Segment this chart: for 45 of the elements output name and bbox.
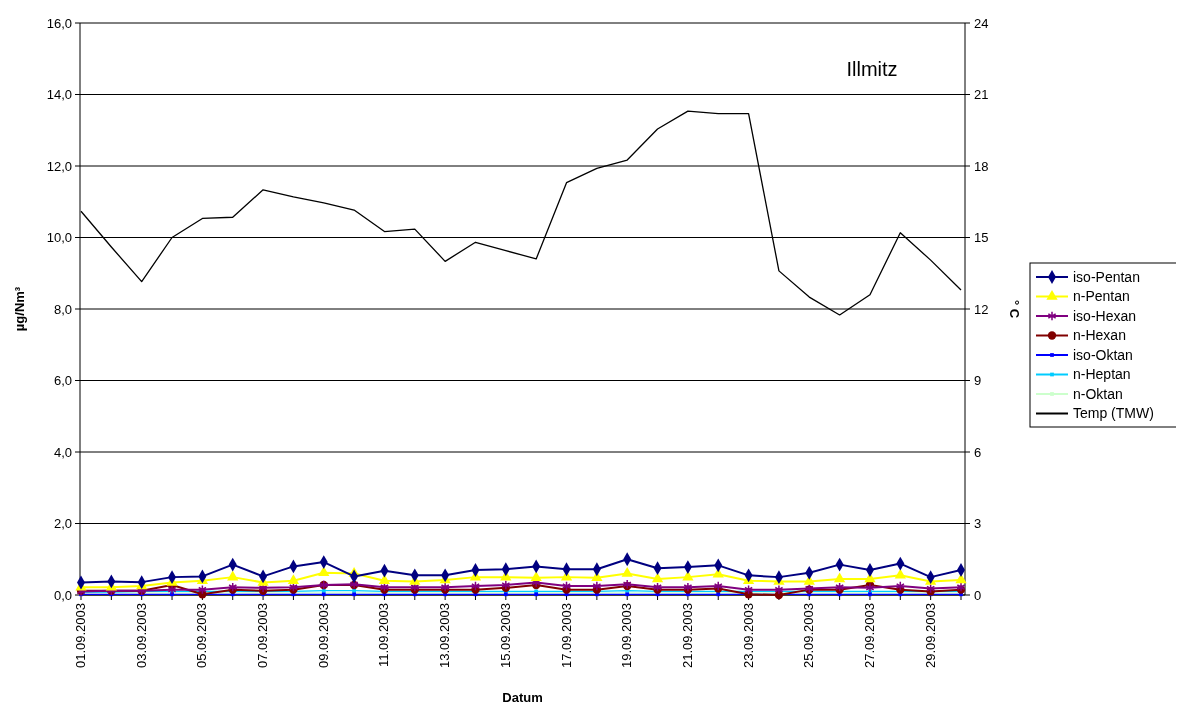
y-tick-label: 4,0 (53, 444, 72, 460)
x-tick-label: 07.09.2003 (255, 603, 271, 669)
legend-label: n-Oktan (1073, 385, 1123, 402)
y-tick-label: 6,0 (53, 373, 72, 389)
x-tick-label: 25.09.2003 (801, 603, 817, 669)
x-tick-label: 05.09.2003 (194, 603, 210, 669)
y2-tick-label: 3 (974, 516, 982, 532)
y-tick-label: 12,0 (46, 158, 72, 174)
x-tick-label: 21.09.2003 (679, 603, 695, 669)
x-tick-label: 09.09.2003 (315, 603, 331, 669)
text: Illmitz (846, 58, 898, 80)
x-tick-label: 13.09.2003 (437, 603, 453, 669)
y2-tick-label: 12 (974, 301, 989, 317)
x-tick-label: 17.09.2003 (558, 603, 574, 669)
x-tick-label: 01.09.2003 (73, 603, 88, 669)
y2-tick-label: 9 (974, 373, 982, 389)
y-tick-label: 0,0 (53, 587, 72, 603)
y2-tick-label: 15 (974, 230, 989, 246)
y2-tick-label: 21 (974, 87, 989, 103)
x-tick-label: 29.09.2003 (922, 603, 938, 669)
legend-label: n-Hexan (1073, 327, 1126, 344)
y2-tick-label: 6 (974, 444, 982, 460)
legend-label: Temp (TMW) (1073, 405, 1154, 422)
x-tick-label: 19.09.2003 (619, 603, 635, 669)
y2-axis-title: ° C (1007, 299, 1022, 319)
y2-tick-label: 0 (974, 587, 982, 603)
y-tick-label: 10,0 (46, 230, 72, 246)
y-tick-label: 16,0 (46, 15, 72, 31)
x-tick-label: 27.09.2003 (861, 603, 877, 669)
x-tick-label: 11.09.2003 (376, 603, 392, 668)
legend-label: iso-Pentan (1073, 268, 1140, 285)
legend-label: iso-Hexan (1073, 307, 1137, 324)
x-axis-title: Datum (502, 690, 543, 705)
y2-tick-label: 24 (974, 15, 989, 31)
legend-label: n-Heptan (1073, 366, 1131, 383)
y-tick-label: 8,0 (53, 301, 72, 317)
y2-tick-label: 18 (974, 158, 989, 174)
x-tick-label: 23.09.2003 (740, 603, 756, 669)
y-tick-label: 14,0 (46, 87, 72, 103)
y-tick-label: 2,0 (53, 516, 72, 532)
y-axis-title: µg/Nm³ (12, 286, 27, 332)
legend-label: n-Pentan (1073, 288, 1130, 305)
x-tick-label: 15.09.2003 (497, 603, 513, 669)
x-tick-label: 03.09.2003 (133, 603, 149, 669)
legend-label: iso-Oktan (1073, 346, 1133, 363)
